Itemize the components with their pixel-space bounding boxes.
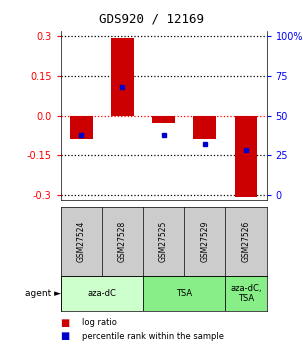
Text: TSA: TSA — [176, 289, 192, 298]
Bar — [143, 276, 225, 310]
Text: log ratio: log ratio — [82, 318, 117, 327]
Text: GSM27525: GSM27525 — [159, 221, 168, 262]
Text: GDS920 / 12169: GDS920 / 12169 — [99, 12, 204, 26]
Text: agent ►: agent ► — [25, 289, 61, 298]
Bar — [194, 116, 216, 139]
Text: percentile rank within the sample: percentile rank within the sample — [82, 332, 224, 341]
Text: aza-dC: aza-dC — [87, 289, 116, 298]
Text: ■: ■ — [61, 318, 70, 327]
Bar — [152, 116, 175, 124]
Text: aza-dC,
TSA: aza-dC, TSA — [230, 284, 262, 303]
Bar — [70, 116, 92, 139]
Text: GSM27526: GSM27526 — [241, 221, 251, 262]
Bar — [225, 276, 267, 310]
Text: GSM27524: GSM27524 — [77, 221, 86, 262]
Bar — [235, 116, 257, 197]
Text: ■: ■ — [61, 332, 70, 341]
Text: GSM27529: GSM27529 — [200, 221, 209, 262]
Bar — [61, 276, 143, 310]
Bar — [111, 38, 134, 116]
Text: GSM27528: GSM27528 — [118, 221, 127, 262]
